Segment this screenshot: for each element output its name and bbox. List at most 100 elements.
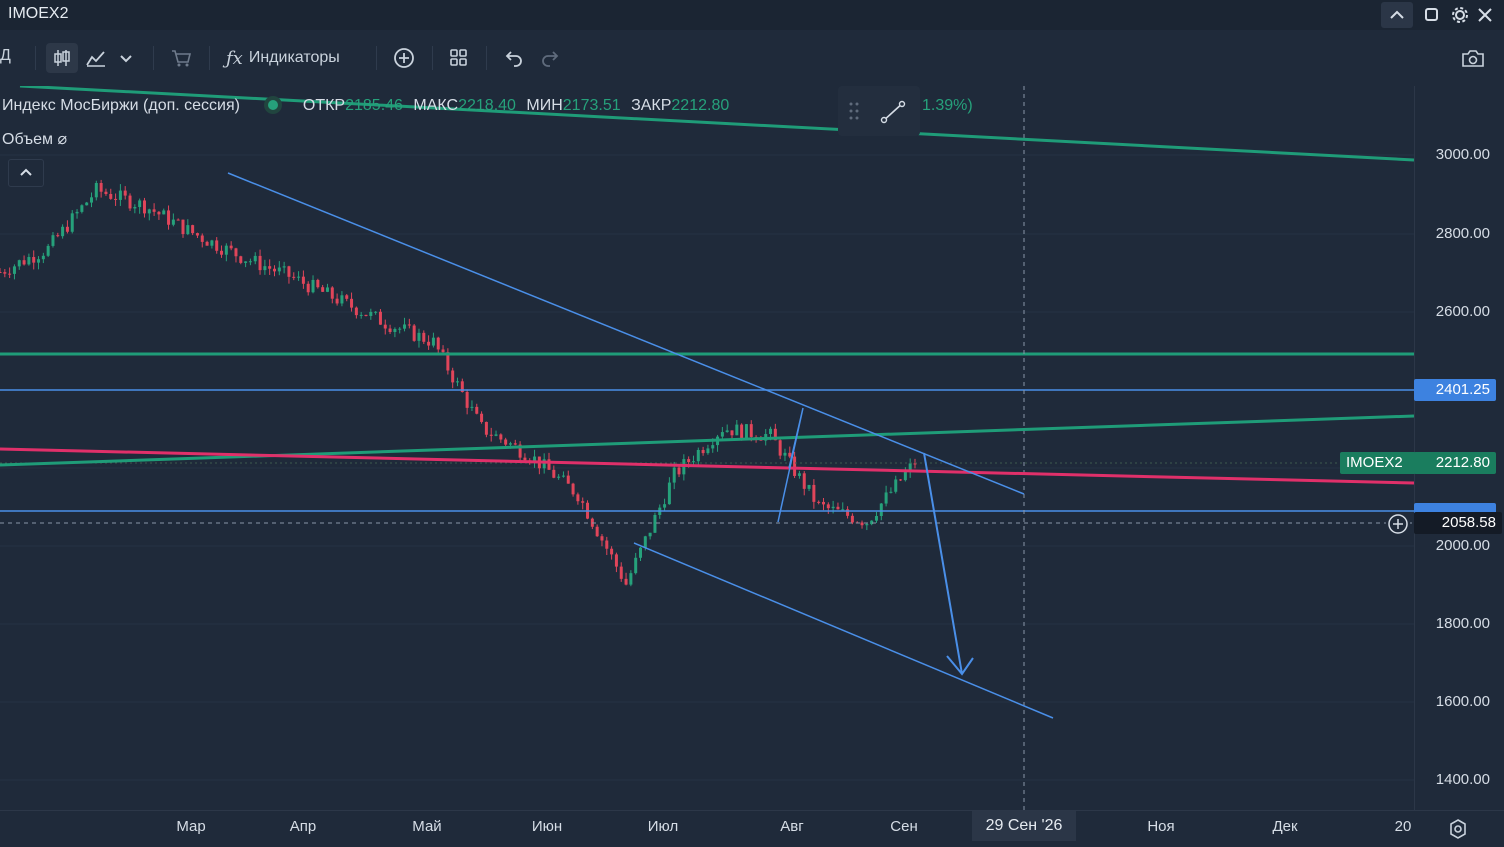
axis-settings-button[interactable] xyxy=(1446,817,1470,841)
candle-body xyxy=(634,557,638,574)
collapse-legend-button[interactable] xyxy=(8,159,44,187)
month-tick: Авг xyxy=(780,818,804,835)
candle-body xyxy=(508,443,512,445)
low-label: МИН xyxy=(526,97,563,114)
add-alert-button[interactable] xyxy=(1386,512,1410,536)
candle-body xyxy=(889,491,893,493)
volume-legend[interactable]: Объем ⌀ xyxy=(2,129,67,149)
candle-body xyxy=(176,219,180,221)
month-tick: Мар xyxy=(176,818,206,835)
price-scale[interactable] xyxy=(1414,86,1504,810)
candle-body xyxy=(802,473,806,489)
candle-body xyxy=(850,515,854,523)
channel-lower-line[interactable] xyxy=(633,542,1054,719)
candle-body xyxy=(8,273,12,275)
candle-body xyxy=(268,266,272,269)
settings-icon xyxy=(1450,819,1466,839)
candles-button[interactable] xyxy=(46,43,78,73)
candle-body xyxy=(639,547,642,558)
indicators-label: Индикаторы xyxy=(248,49,340,66)
candle-body xyxy=(316,279,320,288)
trade-button[interactable] xyxy=(166,43,196,73)
trendline-tool-icon[interactable] xyxy=(878,98,908,126)
candle-body xyxy=(412,325,416,341)
candle-body xyxy=(277,267,281,272)
layout-button[interactable] xyxy=(445,43,473,73)
candle-body xyxy=(581,501,585,503)
chart-pane[interactable] xyxy=(0,86,1414,810)
candle-body xyxy=(908,463,912,472)
price-tick: 2600.00 xyxy=(1435,303,1490,320)
candle-body xyxy=(436,337,440,350)
candle-body xyxy=(118,190,122,200)
instrument-name: Индекс МосБиржи (доп. сессия) xyxy=(2,97,240,114)
candle-body xyxy=(600,536,604,541)
hidden-icon[interactable]: ⌀ xyxy=(57,131,68,148)
title-bar: IMOEX2 xyxy=(0,0,1504,30)
maximize-icon[interactable] xyxy=(1424,7,1440,23)
candle-body xyxy=(547,459,551,470)
candle-body xyxy=(460,381,464,392)
candle-body xyxy=(913,463,917,465)
candle-body xyxy=(244,261,248,263)
screenshot-button[interactable] xyxy=(1458,43,1488,73)
candle-body xyxy=(46,245,50,256)
candle-body xyxy=(253,255,257,262)
crosshair-price-tag: 2058.58 xyxy=(1414,512,1502,534)
candle-body xyxy=(321,287,325,292)
candle-body xyxy=(142,200,146,214)
candle-body xyxy=(489,434,493,436)
forecast-arrow[interactable] xyxy=(923,452,974,676)
candle-body xyxy=(186,225,190,235)
candle-body xyxy=(325,287,329,292)
candle-body xyxy=(793,456,797,476)
channel-upper-line[interactable] xyxy=(227,172,1025,495)
candle-body xyxy=(340,295,344,304)
candle-body xyxy=(171,219,175,225)
candle-body xyxy=(273,268,276,272)
candle-body xyxy=(614,554,618,567)
candle-body xyxy=(788,452,792,457)
candle-body xyxy=(167,210,171,225)
collapse-button[interactable] xyxy=(1381,2,1413,28)
candle-body xyxy=(576,494,580,502)
redo-button[interactable] xyxy=(536,43,564,73)
candle-body xyxy=(75,211,79,214)
candle-body xyxy=(860,522,864,526)
candle-body xyxy=(70,213,74,232)
candle-body xyxy=(494,434,498,436)
candle-body xyxy=(157,211,161,215)
candle-body xyxy=(730,430,734,436)
compare-button[interactable] xyxy=(390,43,418,73)
area-chart-button[interactable] xyxy=(82,43,110,73)
close-value: 2212.80 xyxy=(671,97,730,114)
status-dot xyxy=(268,100,279,110)
trendline-green-top[interactable] xyxy=(19,86,1414,162)
floating-drawing-toolbar[interactable] xyxy=(838,86,920,136)
interval-button[interactable]: Д xyxy=(0,47,11,64)
trendline-red[interactable] xyxy=(0,447,1414,485)
candle-body xyxy=(287,266,291,277)
time-axis[interactable] xyxy=(0,810,1504,847)
month-tick: Май xyxy=(412,818,442,835)
candle-body xyxy=(744,424,748,439)
gear-icon[interactable] xyxy=(1451,6,1469,24)
chart-type-dropdown[interactable] xyxy=(114,43,138,73)
candle-body xyxy=(200,235,204,242)
chart-canvas[interactable] xyxy=(0,86,1414,810)
candle-body xyxy=(364,314,368,316)
candle-body xyxy=(706,448,710,454)
undo-button[interactable] xyxy=(500,43,528,73)
window-title: IMOEX2 xyxy=(8,5,69,22)
drag-handle-icon[interactable] xyxy=(848,100,860,122)
candle-body xyxy=(345,295,349,299)
chevron-up-icon xyxy=(1390,10,1404,19)
indicators-button[interactable]: ƒx Индикаторы xyxy=(226,43,340,73)
candle-body xyxy=(841,509,845,511)
series-legend[interactable]: Индекс МосБиржи (доп. сессия) ОТКР2185.4… xyxy=(2,97,729,115)
close-icon[interactable] xyxy=(1477,7,1493,23)
pattern-drawing[interactable] xyxy=(777,407,804,523)
candle-body xyxy=(229,245,233,249)
candle-body xyxy=(90,197,93,203)
trendline-green-mid[interactable] xyxy=(0,414,1414,467)
